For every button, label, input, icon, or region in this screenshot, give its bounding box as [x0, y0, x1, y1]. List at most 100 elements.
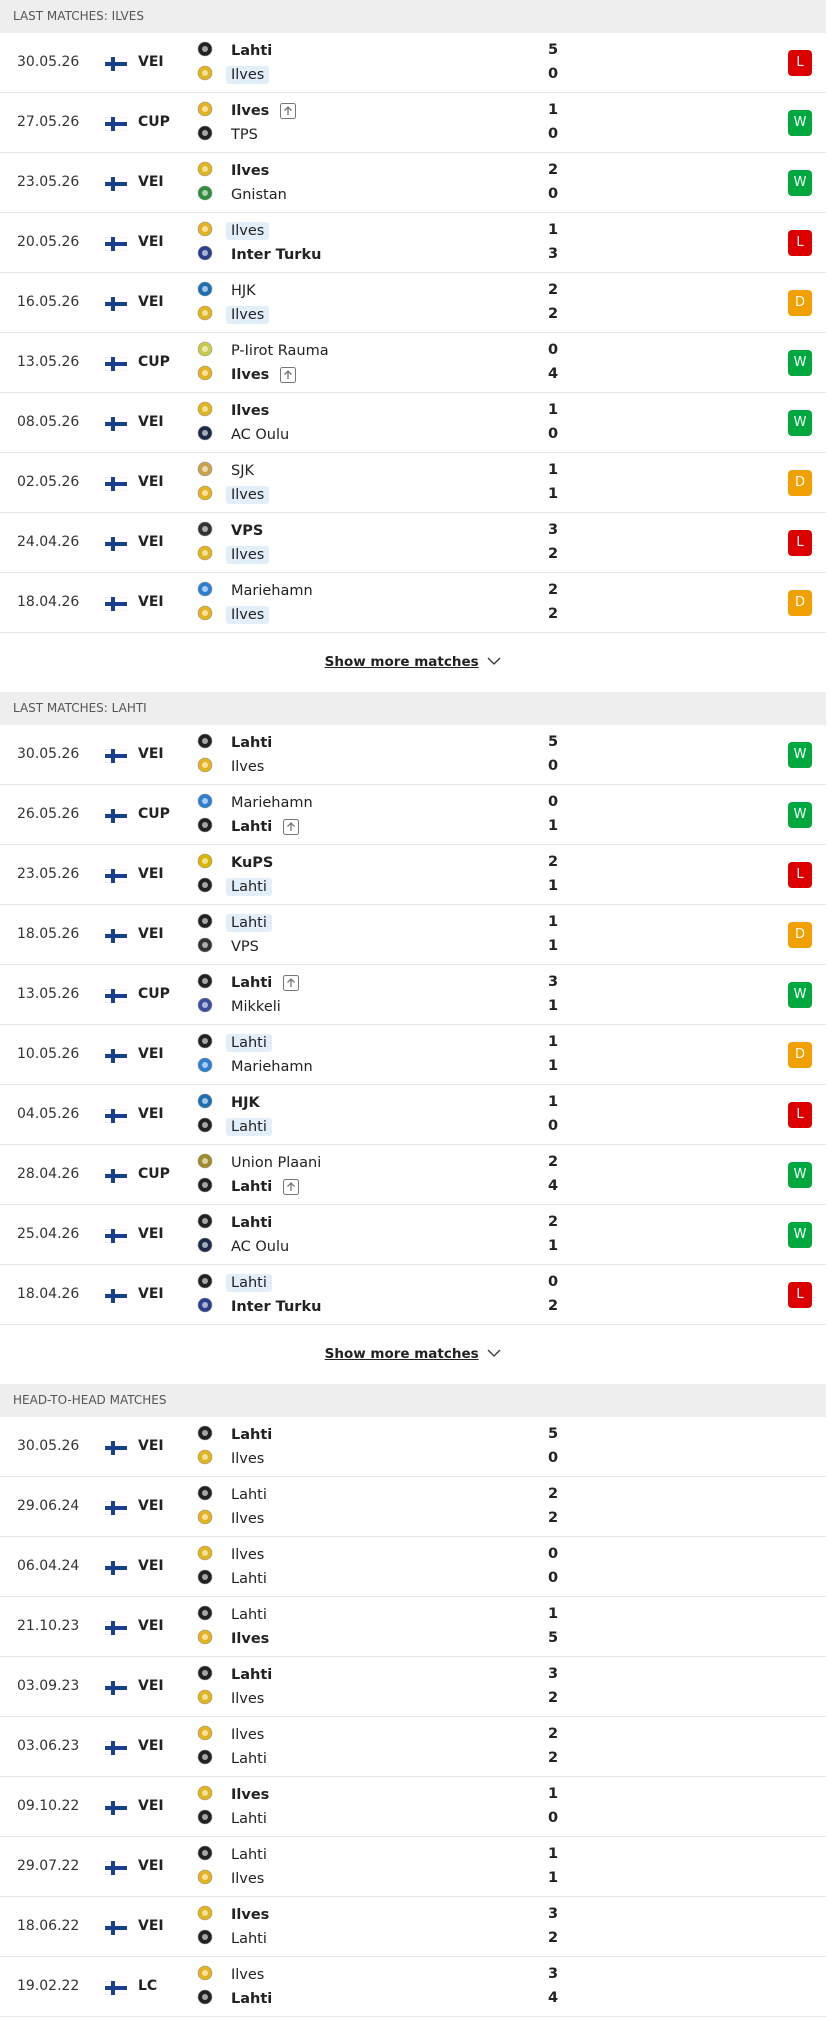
- country-flag: [104, 988, 128, 1007]
- team-logo: [197, 853, 213, 873]
- advanced-icon: [274, 367, 297, 383]
- match-row[interactable]: 18.04.26 VEI Lahti 0 Inter Turku 2 L: [0, 1265, 826, 1325]
- team-logo: [197, 1725, 213, 1745]
- match-row[interactable]: 03.09.23 VEI Lahti 3 Ilves 2: [0, 1657, 826, 1717]
- match-row[interactable]: 13.05.26 CUP P-Iirot Rauma 0 Ilves 4 W: [0, 333, 826, 393]
- match-row[interactable]: 29.06.24 VEI Lahti 2 Ilves 2: [0, 1477, 826, 1537]
- team: Ilves: [197, 1448, 269, 1470]
- match-row[interactable]: 28.04.26 CUP Union Plaani 2 Lahti 4 W: [0, 1145, 826, 1205]
- country-flag: [104, 1500, 128, 1519]
- result-badge: W: [788, 410, 812, 436]
- match-row[interactable]: 23.05.26 VEI KuPS 2 Lahti 1 L: [0, 845, 826, 905]
- team: Ilves: [197, 484, 270, 506]
- match-row[interactable]: 18.05.26 VEI Lahti 1 VPS 1 D: [0, 905, 826, 965]
- match-date: 29.06.24: [17, 1498, 80, 1514]
- match-date: 03.06.23: [17, 1738, 80, 1754]
- match-row[interactable]: 26.05.26 CUP Mariehamn 0 Lahti 1 W: [0, 785, 826, 845]
- competition: VEI: [138, 1858, 164, 1874]
- score: 2: [548, 1750, 559, 1766]
- match-row[interactable]: 19.02.22 LC Ilves 3 Lahti 4: [0, 1957, 826, 2017]
- country-flag: [104, 1048, 128, 1067]
- match-row[interactable]: 08.05.26 VEI Ilves 1 AC Oulu 0 W: [0, 393, 826, 453]
- score: 2: [548, 1214, 559, 1230]
- team: HJK: [197, 280, 261, 302]
- team-name: Lahti: [231, 43, 273, 59]
- match-date: 25.04.26: [17, 1226, 80, 1242]
- team-name: Ilves: [226, 66, 270, 84]
- match-row[interactable]: 16.05.26 VEI HJK 2 Ilves 2 D: [0, 273, 826, 333]
- team-name: Lahti: [231, 1607, 267, 1623]
- match-row[interactable]: 06.04.24 VEI Ilves 0 Lahti 0: [0, 1537, 826, 1597]
- team-name: TPS: [231, 127, 258, 143]
- team-name: Lahti: [231, 1931, 267, 1947]
- show-more[interactable]: Show more matches: [0, 633, 826, 692]
- show-more[interactable]: Show more matches: [0, 1325, 826, 1384]
- score: 2: [548, 1726, 559, 1742]
- score: 1: [548, 1034, 559, 1050]
- match-row[interactable]: 04.05.26 VEI HJK 1 Lahti 0 L: [0, 1085, 826, 1145]
- match-row[interactable]: 23.05.26 VEI Ilves 2 Gnistan 0 W: [0, 153, 826, 213]
- match-row[interactable]: 27.05.26 CUP Ilves 1 TPS 0 W: [0, 93, 826, 153]
- team: Lahti: [197, 1484, 272, 1506]
- match-date: 18.06.22: [17, 1918, 80, 1934]
- score: 1: [548, 1846, 559, 1862]
- team-name: AC Oulu: [231, 427, 290, 443]
- team-logo: [197, 973, 213, 993]
- team-name: Lahti: [226, 1034, 272, 1052]
- country-flag: [104, 808, 128, 827]
- team-logo: [197, 733, 213, 753]
- match-row[interactable]: 30.05.26 VEI Lahti 5 Ilves 0 W: [0, 725, 826, 785]
- chevron: [479, 654, 502, 670]
- team-name: Lahti: [231, 1179, 273, 1195]
- team-name: Lahti: [231, 1487, 267, 1503]
- country-flag: [104, 296, 128, 315]
- team-logo: [197, 1237, 213, 1257]
- match-row[interactable]: 25.04.26 VEI Lahti 2 AC Oulu 1 W: [0, 1205, 826, 1265]
- match-date: 04.05.26: [17, 1106, 80, 1122]
- team: Lahti: [197, 876, 272, 898]
- team: Lahti: [197, 1664, 277, 1686]
- team-logo: [197, 913, 213, 933]
- score: 2: [548, 306, 559, 322]
- match-row[interactable]: 09.10.22 VEI Ilves 1 Lahti 0: [0, 1777, 826, 1837]
- team-logo: [197, 425, 213, 445]
- match-row[interactable]: 20.05.26 VEI Ilves 1 Inter Turku 3 L: [0, 213, 826, 273]
- match-row[interactable]: 13.05.26 CUP Lahti 3 Mikkeli 1 W: [0, 965, 826, 1025]
- match-row[interactable]: 18.04.26 VEI Mariehamn 2 Ilves 2 D: [0, 573, 826, 633]
- team: Ilves: [197, 1784, 274, 1806]
- advanced-icon: [274, 103, 297, 119]
- score: 1: [548, 102, 559, 118]
- match-row[interactable]: 10.05.26 VEI Lahti 1 Mariehamn 1 D: [0, 1025, 826, 1085]
- country-flag: [104, 1560, 128, 1579]
- team: Ilves: [197, 1724, 269, 1746]
- show-more-label[interactable]: Show more matches: [324, 1346, 479, 1362]
- team-logo: [197, 1545, 213, 1565]
- match-row[interactable]: 30.05.26 VEI Lahti 5 Ilves 0 L: [0, 33, 826, 93]
- team: Ilves: [197, 1544, 269, 1566]
- match-date: 28.04.26: [17, 1166, 80, 1182]
- score: 2: [548, 546, 559, 562]
- team-name: Ilves: [231, 1967, 265, 1983]
- team-logo: [197, 1665, 213, 1685]
- match-row[interactable]: 02.05.26 VEI SJK 1 Ilves 1 D: [0, 453, 826, 513]
- match-row[interactable]: 29.07.22 VEI Lahti 1 Ilves 1: [0, 1837, 826, 1897]
- competition: CUP: [138, 354, 170, 370]
- match-date: 19.02.22: [17, 1978, 80, 1994]
- match-row[interactable]: 03.06.23 VEI Ilves 2 Lahti 2: [0, 1717, 826, 1777]
- team-name: Ilves: [231, 163, 270, 179]
- team-logo: [197, 937, 213, 957]
- team: Ilves: [197, 220, 270, 242]
- country-flag: [104, 748, 128, 767]
- match-row[interactable]: 21.10.23 VEI Lahti 1 Ilves 5: [0, 1597, 826, 1657]
- team-name: AC Oulu: [231, 1239, 290, 1255]
- team-logo: [197, 1965, 213, 1985]
- match-row[interactable]: 18.06.22 VEI Ilves 3 Lahti 2: [0, 1897, 826, 1957]
- score: 0: [548, 1450, 559, 1466]
- country-flag: [104, 596, 128, 615]
- score: 1: [548, 914, 559, 930]
- match-row[interactable]: 30.05.26 VEI Lahti 5 Ilves 0: [0, 1417, 826, 1477]
- match-row[interactable]: 24.04.26 VEI VPS 3 Ilves 2 L: [0, 513, 826, 573]
- score: 0: [548, 1570, 559, 1586]
- show-more-label[interactable]: Show more matches: [324, 654, 479, 670]
- score: 1: [548, 1238, 559, 1254]
